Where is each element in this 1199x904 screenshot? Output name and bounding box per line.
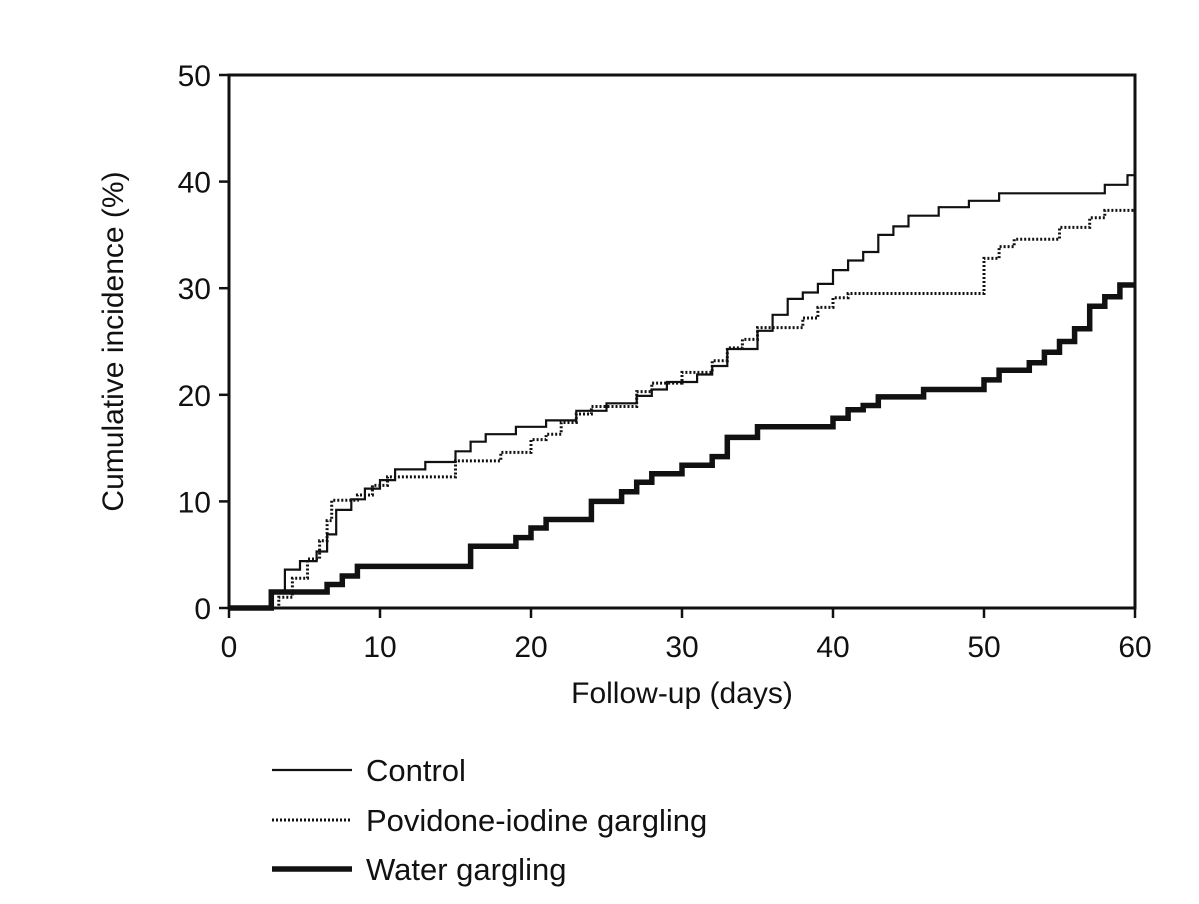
y-tick-label: 30 [178,273,211,306]
plot-frame [227,73,1137,610]
y-axis-title: Cumulative incidence (%) [97,171,130,511]
legend: Control Povidone-iodine gargling Water gar… [272,753,707,887]
series-line-1 [229,174,1135,610]
y-tick-label: 50 [178,60,211,93]
y-tick-label: 20 [178,380,211,413]
series-layer [229,174,1135,611]
y-tick-label: 40 [178,167,211,200]
x-tick-label: 40 [816,631,849,664]
x-tick-label: 0 [221,631,238,664]
y-tick-label: 0 [194,593,211,626]
series-line-3 [229,282,1135,611]
x-tick-label: 10 [363,631,396,664]
legend-label-2: Povidone-iodine gargling [366,803,707,838]
x-tick-label: 30 [665,631,698,664]
legend-label-1: Control [366,753,466,788]
legend-label-3: Water gargling [366,852,566,887]
y-tick-label: 10 [178,486,211,519]
x-tick-label: 20 [514,631,547,664]
x-tick-label: 50 [967,631,1000,664]
x-tick-label: 60 [1118,631,1151,664]
x-axis-title: Follow-up (days) [571,677,793,710]
series-line-2 [229,208,1135,610]
ticks-layer: 0 10 20 30 40 50 60 0 10 20 30 40 50 [178,60,1152,664]
